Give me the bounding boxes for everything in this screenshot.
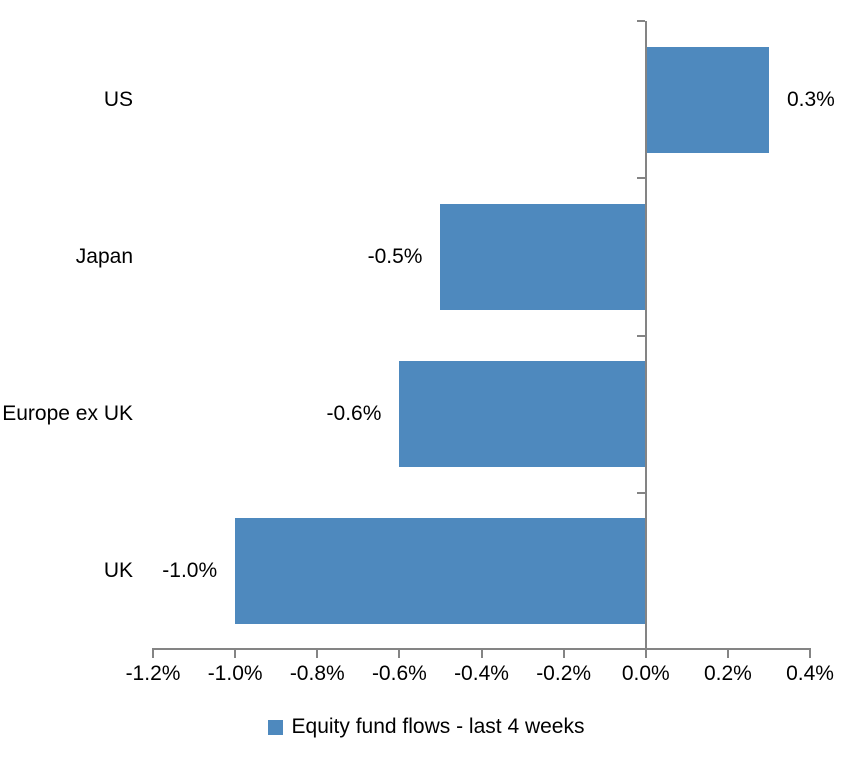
- x-axis-tick-mark: [234, 648, 237, 658]
- x-axis-tick-mark: [316, 648, 319, 658]
- bar-data-label: 0.3%: [786, 87, 835, 111]
- category-label: US: [103, 87, 133, 111]
- x-axis-tick-label: -1.0%: [207, 662, 263, 685]
- legend: Equity fund flows - last 4 weeks: [0, 714, 852, 740]
- x-axis-tick-label: -0.6%: [371, 662, 427, 685]
- category-label: Europe ex UK: [2, 402, 133, 426]
- x-axis-tick-label: 0.4%: [786, 662, 834, 685]
- x-axis-tick-label: -1.2%: [125, 662, 181, 685]
- x-axis-tick-mark: [726, 648, 729, 658]
- bar-europe-ex-uk: [399, 361, 646, 468]
- y-axis-tick-mark: [636, 334, 645, 337]
- bar-japan: [440, 203, 646, 310]
- bar-data-label: -0.6%: [326, 402, 382, 426]
- bar-data-label: -0.5%: [367, 244, 423, 268]
- x-axis-tick-mark: [562, 648, 565, 658]
- x-axis-tick-mark: [152, 648, 154, 658]
- y-axis-tick-mark: [636, 177, 645, 180]
- x-axis-tick-label: 0.0%: [621, 662, 670, 685]
- legend-color-swatch-icon: [267, 719, 283, 735]
- x-axis-tick-mark: [480, 648, 483, 658]
- bar-us: [645, 46, 769, 153]
- bar-uk: [235, 518, 646, 625]
- y-axis-tick-mark: [636, 491, 645, 494]
- x-axis-tick-mark: [398, 648, 401, 658]
- y-axis-tick-mark: [636, 20, 645, 22]
- category-label: UK: [103, 559, 133, 583]
- x-axis-tick-label: -0.8%: [289, 662, 345, 685]
- legend-series-label: Equity fund flows - last 4 weeks: [291, 715, 585, 738]
- x-axis-tick-label: 0.2%: [703, 662, 752, 685]
- bar-data-label: -1.0%: [162, 559, 218, 583]
- x-axis-tick-label: -0.4%: [454, 662, 509, 685]
- x-axis-tick-label: -0.2%: [536, 662, 592, 685]
- category-label: Japan: [75, 244, 133, 268]
- x-axis-tick-mark: [644, 648, 647, 658]
- x-axis-tick-mark: [809, 648, 811, 658]
- y-axis-zero-line: [644, 21, 647, 650]
